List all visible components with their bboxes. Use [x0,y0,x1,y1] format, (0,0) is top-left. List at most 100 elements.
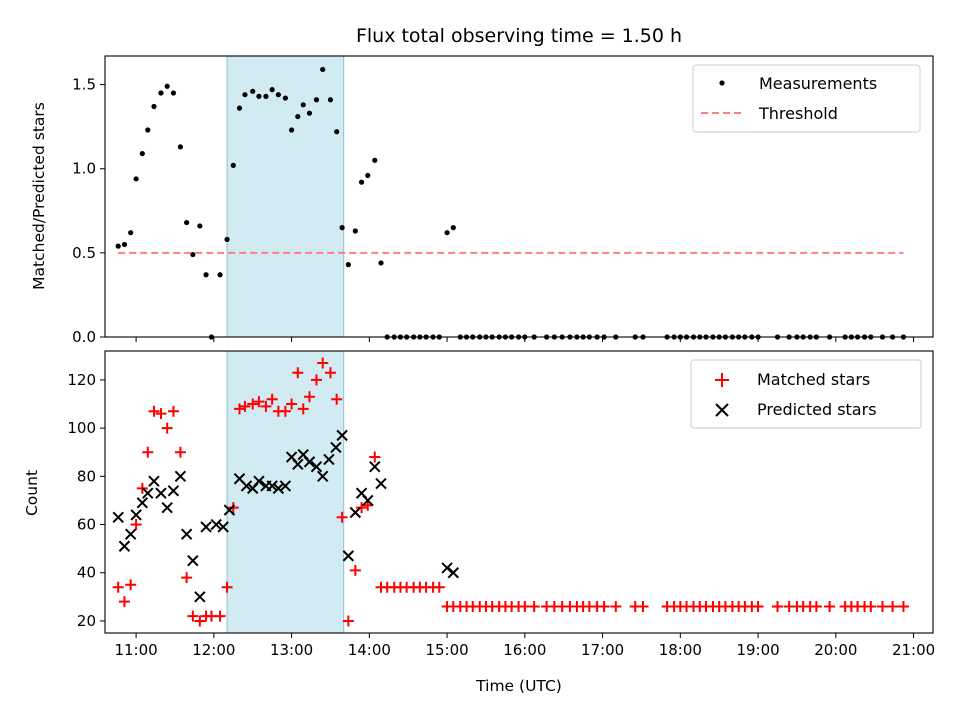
bottom-panel-frame [104,350,934,634]
chart-title: Flux total observing time = 1.50 h [356,25,682,47]
y-tick-label: 100 [67,419,96,437]
x-tick-label: 18:00 [659,641,702,659]
measurement-point [345,262,351,268]
matched-star-point [125,579,137,591]
predicted-star-point [279,480,292,492]
y-tick-label: 120 [67,371,96,389]
matched-star-point [167,405,179,417]
predicted-star-point [272,482,285,495]
predicted-star-point [303,456,316,468]
predicted-star-point [217,521,229,533]
measurement-point [334,129,340,135]
predicted-star-point [336,429,348,442]
matched-star-point [174,446,186,458]
predicted-star-point [200,521,212,533]
top-panel-x-ticks [135,337,915,342]
measurement-point [121,241,128,248]
x-tick-label: 13:00 [270,641,313,659]
matched-star-point [161,422,173,434]
highlight-span [226,55,345,338]
measurement-point [444,230,450,236]
measurement-point [177,144,184,150]
matched-star-point [433,581,445,593]
matched-star-point [810,600,822,612]
predicted-star-point [148,475,160,487]
predicted-star-point [240,480,253,492]
highlight-span [226,350,345,634]
y-tick-label: 0.5 [72,244,96,262]
matched-star-point [148,405,160,417]
matched-star-point [260,400,272,412]
measurement-point [378,260,384,266]
measurement-point [282,95,288,101]
matched-star-point [310,374,322,386]
measurement-point [295,113,301,120]
matched-star-point [286,398,298,410]
matched-star-point [865,600,877,612]
matched-star-point [598,600,610,612]
top-legend: Measurements Threshold [692,64,921,133]
x-tick-label: 15:00 [425,641,468,659]
predicted-star-point [310,460,323,473]
measurement-point [236,105,243,111]
predicted-star-point [155,487,167,499]
matched-star-point [194,615,206,627]
top-panel: 0.0 0.5 1.0 1.5 Matched/Predicted stars Mea… [30,55,934,346]
measurement-point [352,228,358,234]
predicted-star-point [266,480,278,492]
y-tick-label: 20 [77,612,96,630]
matched-star-point [303,391,315,403]
measurement-point [320,66,326,73]
measurement-point [263,93,269,99]
predicted-star-point [223,504,236,516]
x-tick-label: 14:00 [348,641,391,659]
predicted-star-point [253,475,265,487]
matched-star-point [637,600,649,612]
matched-star-point [610,600,622,612]
bottom-panel-y-label: Count [23,470,41,516]
y-tick-label: 0.0 [72,328,96,346]
top-panel-y-label: Matched/Predicted stars [30,102,48,290]
matched-star-point [331,393,343,405]
matched-star-point [369,451,381,463]
matched-star-point [356,502,368,514]
predicted-star-point [194,591,206,603]
predicted-star-point [323,453,335,466]
measurement-point [450,225,456,231]
x-tick-label: 11:00 [114,641,157,659]
legend-predicted-label: Predicted stars [757,400,877,419]
predicted-star-point [174,470,187,483]
predicted-star-point [447,567,460,579]
matched-star-point [181,572,193,584]
measurement-point [288,127,295,133]
predicted-star-point [118,540,131,552]
x-tick-label: 12:00 [192,641,235,659]
top-panel-frame [104,55,934,338]
measurement-point [217,272,223,278]
matched-star-point [824,600,836,612]
measurement-point [139,150,145,157]
measurement-point [256,93,262,99]
matched-star-point [342,615,354,627]
legend-threshold-label: Threshold [758,104,838,123]
y-tick-label: 1.5 [72,76,96,94]
matched-star-point [227,502,239,514]
matched-star-point [349,564,361,576]
legend-matched-marker [715,373,729,387]
measurement-point [158,90,164,96]
bottom-legend-box [690,359,922,429]
predicted-star-point [124,528,137,540]
x-tick-label: 20:00 [814,641,857,659]
measurement-point [300,102,306,108]
predicted-star-point [292,458,304,470]
matched-star-point [876,600,888,612]
matched-star-point [142,446,154,458]
predicted-star-point [330,441,342,454]
measurement-point [128,230,134,236]
matched-star-point [136,482,148,494]
predicted-star-point [187,554,199,567]
bottom-legend: Matched stars Predicted stars [690,359,922,429]
matched-star-point [772,600,784,612]
matched-star-point [317,357,329,369]
predicted-star-point [180,528,193,540]
